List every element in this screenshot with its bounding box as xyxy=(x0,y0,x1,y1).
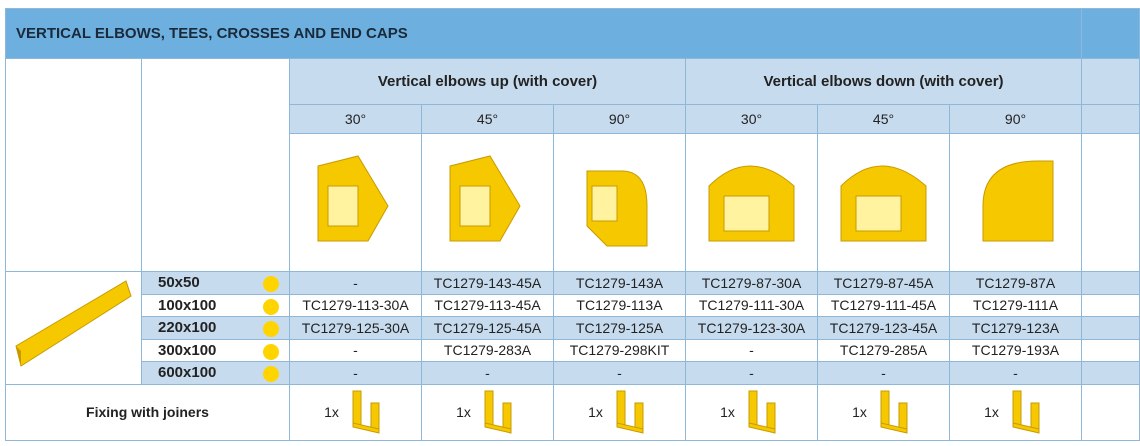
product-image xyxy=(289,133,422,272)
size-label: 600x100 xyxy=(141,361,290,385)
product-code: TC1279-113-30A xyxy=(289,293,422,317)
table-row: 300x100- TC1279-283A TC1279-298KIT - TC1279-… xyxy=(6,338,1140,362)
color-dot-icon xyxy=(263,366,279,382)
product-image xyxy=(421,133,554,272)
cable-tray-icon xyxy=(15,280,132,368)
product-code: TC1279-143-45A xyxy=(421,271,554,295)
product-code: TC1279-125-45A xyxy=(421,316,554,340)
product-code: TC1279-125-30A xyxy=(289,316,422,340)
joiner-qty: 1x xyxy=(588,404,603,420)
product-code: TC1279-125A xyxy=(553,316,686,340)
product-code: TC1279-283A xyxy=(421,338,554,362)
size-label: 300x100 xyxy=(141,338,290,362)
product-code: - xyxy=(817,361,950,385)
table-row: 600x100- - - - - - xyxy=(6,361,1140,385)
group-elbows-down: Vertical elbows down (with cover) xyxy=(685,58,1082,105)
angle-header: 30° xyxy=(685,104,818,134)
elbow-image-icon xyxy=(449,155,521,242)
group-elbows-up: Vertical elbows up (with cover) xyxy=(289,58,686,105)
product-image xyxy=(949,133,1082,272)
table-row: 100x100 TC1279-113-30A TC1279-113-45A TC127… xyxy=(6,293,1140,317)
product-code: - xyxy=(289,338,422,362)
fixing-label: Fixing with joiners xyxy=(5,383,290,441)
elbow-image-icon xyxy=(317,155,389,242)
product-image xyxy=(553,133,686,272)
elbow-image-icon xyxy=(840,165,927,242)
angle-header: 30° xyxy=(289,104,422,134)
size-label: 220x100 xyxy=(141,316,290,340)
product-code: TC1279-113-45A xyxy=(421,293,554,317)
product-code: TC1279-298KIT xyxy=(553,338,686,362)
product-code: TC1279-87-30A xyxy=(685,271,818,295)
joiner-qty: 1x xyxy=(984,404,999,420)
joiner-qty: 1x xyxy=(324,404,339,420)
product-code: TC1279-123A xyxy=(949,316,1082,340)
product-table: VERTICAL ELBOWS, TEES, CROSSES AND END C… xyxy=(5,8,1140,441)
product-code: TC1279-193A xyxy=(949,338,1082,362)
product-code: TC1279-123-45A xyxy=(817,316,950,340)
joiner-icon xyxy=(484,390,512,434)
joiner-icon xyxy=(880,390,908,434)
size-label: 50x50 xyxy=(141,271,290,295)
angle-header: 45° xyxy=(817,104,950,134)
elbow-image-icon xyxy=(586,170,648,247)
angle-header: 90° xyxy=(553,104,686,134)
product-code: TC1279-123-30A xyxy=(685,316,818,340)
product-code: - xyxy=(289,271,422,295)
product-code: - xyxy=(421,361,554,385)
product-code: - xyxy=(685,338,818,362)
joiner-icon xyxy=(352,390,380,434)
product-code: TC1279-87A xyxy=(949,271,1082,295)
product-code: - xyxy=(685,361,818,385)
product-code: TC1279-285A xyxy=(817,338,950,362)
product-code: TC1279-111A xyxy=(949,293,1082,317)
product-code: TC1279-113A xyxy=(553,293,686,317)
product-code: TC1279-143A xyxy=(553,271,686,295)
color-dot-icon xyxy=(263,298,279,315)
joiner-qty: 1x xyxy=(456,404,471,420)
product-code: TC1279-87-45A xyxy=(817,271,950,295)
product-image xyxy=(817,133,950,272)
joiner-icon xyxy=(748,390,776,434)
elbow-image-icon xyxy=(982,160,1054,242)
table-title: VERTICAL ELBOWS, TEES, CROSSES AND END C… xyxy=(5,8,1082,59)
joiner-qty: 1x xyxy=(720,404,735,420)
product-code: - xyxy=(949,361,1082,385)
product-code: - xyxy=(289,361,422,385)
tray-image xyxy=(5,271,142,385)
color-dot-icon xyxy=(263,321,279,337)
joiner-qty: 1x xyxy=(852,404,867,420)
elbow-image-icon xyxy=(708,165,795,242)
size-label: 100x100 xyxy=(141,293,290,317)
angle-header: 90° xyxy=(949,104,1082,134)
table-row: 220x100 TC1279-125-30A TC1279-125-45A TC127… xyxy=(6,316,1140,340)
color-dot-icon xyxy=(263,276,279,292)
product-code: TC1279-111-30A xyxy=(685,293,818,317)
table-row: 50x50- TC1279-143-45A TC1279-143A TC1279-87… xyxy=(5,271,1140,385)
color-dot-icon xyxy=(263,343,279,360)
product-code: TC1279-111-45A xyxy=(817,293,950,317)
product-code: - xyxy=(553,361,686,385)
joiner-icon xyxy=(1012,390,1040,434)
joiner-icon xyxy=(616,390,644,434)
product-image xyxy=(685,133,818,272)
angle-header: 45° xyxy=(421,104,554,134)
